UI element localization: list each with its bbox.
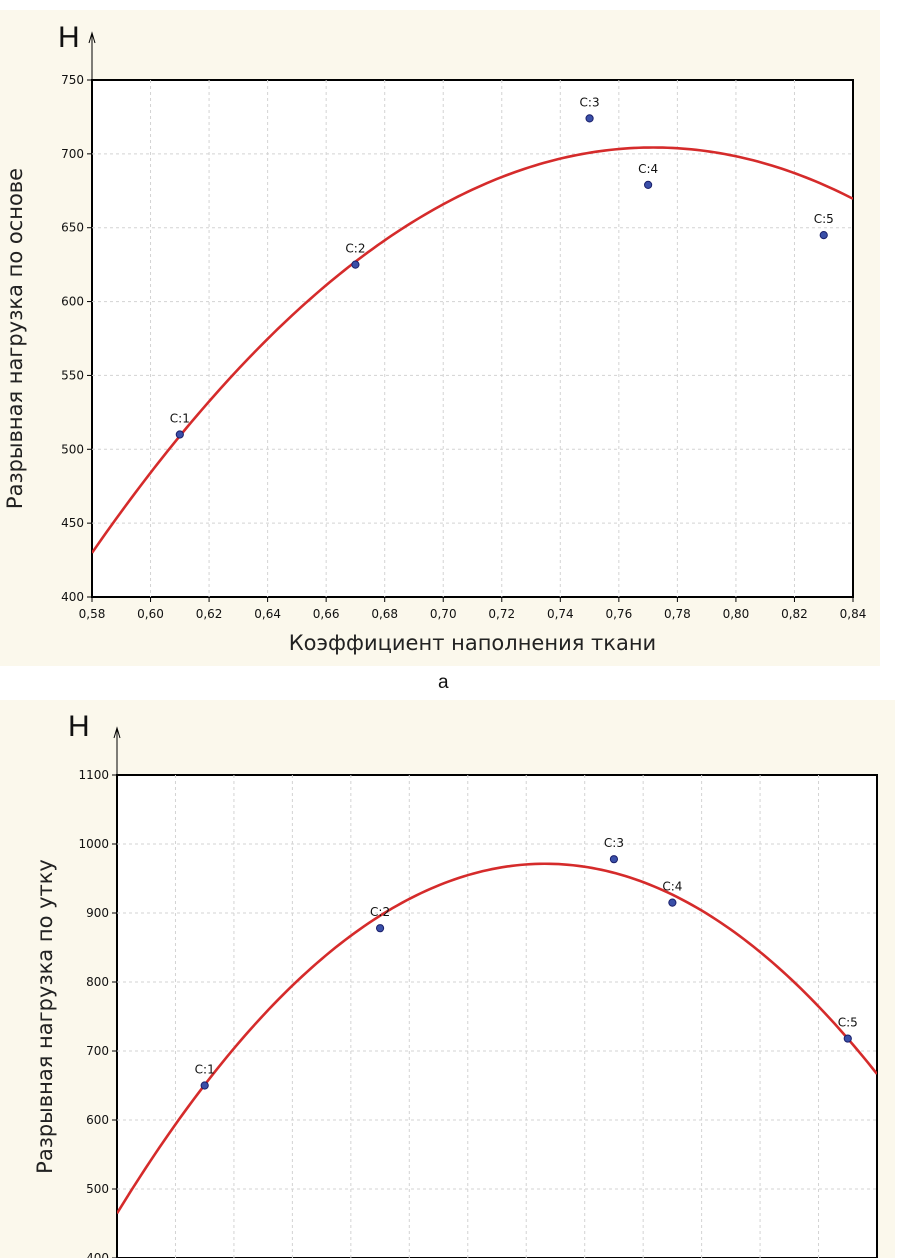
y-tick-label: 450 [61,516,84,530]
y-tick-label: 1000 [78,837,109,851]
data-point [200,1081,209,1090]
x-tick-label: 0,68 [371,607,398,621]
y-axis-title: Разрывная нагрузка по утку [33,859,57,1174]
y-tick-label: 550 [61,368,84,382]
data-point-label: C:2 [370,905,390,919]
data-point-label: C:2 [345,242,365,256]
data-point [609,855,619,864]
plot-area [116,774,878,1258]
data-point-label: C:5 [838,1016,858,1030]
y-tick-label: 750 [61,73,84,87]
y-tick-label: 500 [86,1182,109,1196]
data-point-label: C:1 [195,1063,215,1077]
fit-curve [117,862,877,1215]
y-tick-label: 700 [61,147,84,161]
x-tick-label: 0,74 [547,607,574,621]
chart-a: 400 450 500 550 600 650 700 750 0,58 0,60 0,62 0,64… [0,10,880,666]
data-point [668,898,677,907]
data-point [843,1034,852,1043]
data-point [175,430,184,439]
x-tick-label: 0,64 [254,607,281,621]
y-tick-label: 650 [61,221,84,235]
data-point-label: C:5 [814,212,834,226]
data-point [585,114,594,123]
x-axis-title: Коэффициент наполнения ткани [289,631,656,655]
data-point [819,231,828,240]
y-tick-label: 500 [61,442,84,456]
y-tick-label: 400 [61,590,84,604]
y-tick-label: 1100 [78,768,109,782]
data-point-label: C:3 [604,836,624,850]
y-unit-label: Н [68,710,90,743]
y-axis-arrow-head [88,31,96,44]
chart-a-caption: а [438,672,449,693]
x-tick-label: 0,84 [840,607,867,621]
plot-area [91,79,854,598]
data-point [375,924,385,933]
y-axis-arrow-head [113,726,121,739]
y-unit-label: Н [58,21,80,54]
y-tick-label: 600 [61,295,84,309]
x-tick-label: 0,66 [313,607,340,621]
y-tick-label: 900 [86,906,109,920]
data-point-label: C:3 [580,95,600,109]
data-point-label: C:4 [662,880,682,894]
y-axis-title: Разрывная нагрузка по основе [3,168,27,509]
x-tick-label: 0,78 [664,607,691,621]
x-tick-label: 0,62 [196,607,223,621]
y-tick-label: 400 [86,1251,109,1258]
y-tick-label: 600 [86,1113,109,1127]
y-tick-label: 700 [86,1044,109,1058]
data-point-label: C:1 [170,412,190,426]
data-point [644,180,653,189]
data-point [351,260,360,269]
x-tick-label: 0,70 [430,607,457,621]
y-tick-label: 800 [86,975,109,989]
x-tick-label: 0,82 [781,607,808,621]
data-point-label: C:4 [638,162,658,176]
x-tick-label: 0,76 [605,607,632,621]
x-tick-label: 0,72 [488,607,515,621]
fit-curve [92,146,853,554]
x-tick-label: 0,60 [137,607,164,621]
x-tick-label: 0,58 [79,607,106,621]
chart-b: 400 500 600 700 800 900 1000 1100 Н Разрывная наг… [0,700,895,1258]
x-tick-label: 0,80 [723,607,750,621]
